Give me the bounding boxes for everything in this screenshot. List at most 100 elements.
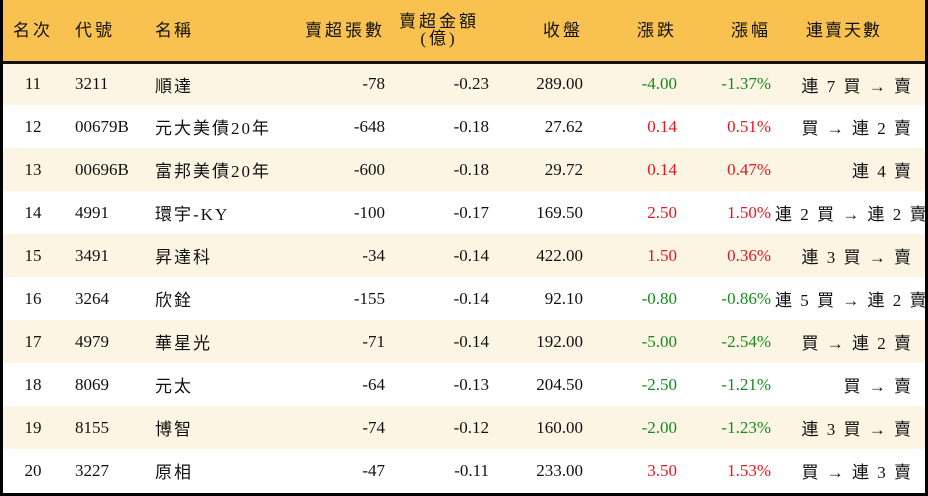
close-cell: 27.62 (544, 116, 583, 136)
streak-cell: 買 → 連 3 賣 (801, 463, 913, 482)
close-cell: 204.50 (536, 374, 583, 394)
change-pct-cell: 0.51% (727, 116, 771, 136)
amount-cell: -0.18 (453, 116, 489, 136)
code-cell: 8155 (75, 417, 109, 437)
volume-cell: -34 (362, 245, 385, 265)
table-row: 20 3227 原相 -47 -0.11 233.00 3.50 1.53% 買… (3, 449, 925, 492)
change-cell: -5.00 (641, 331, 677, 351)
header-streak: 連賣天數 (775, 0, 925, 64)
close-cell: 422.00 (536, 245, 583, 265)
name-cell: 原相 (155, 463, 193, 482)
code-cell: 4979 (75, 331, 109, 351)
header-rank: 名次 (3, 0, 63, 64)
volume-cell: -155 (353, 288, 385, 308)
code-cell: 3227 (75, 460, 109, 480)
close-cell: 169.50 (536, 202, 583, 222)
streak-cell: 連 4 賣 (852, 162, 913, 181)
close-cell: 192.00 (536, 331, 583, 351)
header-change: 漲跌 (587, 0, 681, 64)
code-cell: 3264 (75, 288, 109, 308)
streak-cell: 買 → 連 2 賣 (801, 119, 913, 138)
amount-cell: -0.23 (453, 74, 489, 94)
name-cell: 環宇-KY (155, 205, 230, 224)
change-pct-cell: -1.37% (721, 74, 771, 94)
amount-cell: -0.13 (453, 374, 489, 394)
name-cell: 博智 (155, 420, 193, 439)
change-cell: 0.14 (647, 159, 677, 179)
amount-cell: -0.14 (453, 288, 489, 308)
change-cell: 3.50 (647, 460, 677, 480)
rank-cell: 14 (24, 202, 42, 222)
streak-cell: 連 5 買 → 連 2 賣 (775, 291, 928, 310)
change-pct-cell: -0.86% (721, 288, 771, 308)
table-row: 18 8069 元太 -64 -0.13 204.50 -2.50 -1.21%… (3, 363, 925, 406)
streak-cell: 連 3 買 → 賣 (801, 420, 913, 439)
table-row: 12 00679B 元大美債20年 -648 -0.18 27.62 0.14 … (3, 105, 925, 148)
change-pct-cell: 0.47% (727, 159, 771, 179)
change-cell: -0.80 (641, 288, 677, 308)
header-net-sell-amount-unit: (億) (420, 29, 458, 49)
header-net-sell-amount-title: 賣超金額 (399, 12, 479, 32)
close-cell: 289.00 (536, 74, 583, 94)
amount-cell: -0.18 (453, 159, 489, 179)
amount-cell: -0.14 (453, 245, 489, 265)
change-cell: -2.00 (641, 417, 677, 437)
change-pct-cell: 1.50% (727, 202, 771, 222)
volume-cell: -648 (353, 116, 385, 136)
table-row: 19 8155 博智 -74 -0.12 160.00 -2.00 -1.23%… (3, 406, 925, 449)
table-row: 14 4991 環宇-KY -100 -0.17 169.50 2.50 1.5… (3, 191, 928, 234)
name-cell: 元大美債20年 (155, 119, 271, 138)
header-code: 代號 (63, 0, 155, 64)
rank-cell: 13 (24, 159, 42, 179)
streak-cell: 連 3 買 → 賣 (801, 248, 913, 267)
table-body: 11 3211 順達 -78 -0.23 289.00 -4.00 -1.37%… (3, 62, 928, 492)
amount-cell: -0.11 (454, 460, 489, 480)
name-cell: 華星光 (155, 334, 212, 353)
change-cell: 0.14 (647, 116, 677, 136)
code-cell: 00696B (75, 159, 129, 179)
table-row: 17 4979 華星光 -71 -0.14 192.00 -5.00 -2.54… (3, 320, 925, 363)
volume-cell: -74 (362, 417, 385, 437)
header-net-sell-amount: 賣超金額 (億) (389, 0, 493, 64)
change-cell: -4.00 (641, 74, 677, 94)
change-pct-cell: -1.21% (721, 374, 771, 394)
close-cell: 92.10 (544, 288, 583, 308)
close-cell: 29.72 (544, 159, 583, 179)
streak-cell: 連 2 買 → 連 2 賣 (775, 205, 928, 224)
table-row: 15 3491 昇達科 -34 -0.14 422.00 1.50 0.36% … (3, 234, 925, 277)
name-cell: 昇達科 (155, 248, 212, 267)
streak-cell: 連 7 買 → 賣 (801, 76, 913, 96)
amount-cell: -0.12 (453, 417, 489, 437)
change-pct-cell: 1.53% (727, 460, 771, 480)
name-cell: 元太 (155, 377, 193, 396)
volume-cell: -71 (362, 331, 385, 351)
code-cell: 4991 (75, 202, 109, 222)
change-pct-cell: -2.54% (721, 331, 771, 351)
rank-cell: 16 (24, 288, 42, 308)
name-cell: 順達 (155, 76, 193, 96)
table-header: 名次 代號 名稱 賣超張數 賣超金額 (億) 收盤 漲跌 漲幅 連賣天數 (3, 0, 925, 64)
header-close: 收盤 (493, 0, 587, 64)
code-cell: 00679B (75, 116, 129, 136)
close-cell: 160.00 (536, 417, 583, 437)
volume-cell: -78 (362, 74, 385, 94)
header-net-sell-volume: 賣超張數 (285, 0, 389, 64)
header-row: 名次 代號 名稱 賣超張數 賣超金額 (億) 收盤 漲跌 漲幅 連賣天數 (3, 0, 925, 64)
net-sell-ranking-table: 名次 代號 名稱 賣超張數 賣超金額 (億) 收盤 漲跌 漲幅 連賣天數 11 … (3, 0, 928, 492)
code-cell: 3211 (75, 74, 109, 94)
code-cell: 3491 (75, 245, 109, 265)
code-cell: 8069 (75, 374, 109, 394)
volume-cell: -100 (353, 202, 385, 222)
header-change-pct: 漲幅 (681, 0, 775, 64)
volume-cell: -64 (362, 374, 385, 394)
table-row: 16 3264 欣銓 -155 -0.14 92.10 -0.80 -0.86%… (3, 277, 928, 320)
amount-cell: -0.17 (453, 202, 489, 222)
rank-cell: 19 (24, 417, 42, 437)
amount-cell: -0.14 (453, 331, 489, 351)
rank-cell: 18 (24, 374, 42, 394)
streak-cell: 買 → 賣 (843, 377, 913, 396)
change-cell: -2.50 (641, 374, 677, 394)
change-cell: 2.50 (647, 202, 677, 222)
volume-cell: -47 (362, 460, 385, 480)
